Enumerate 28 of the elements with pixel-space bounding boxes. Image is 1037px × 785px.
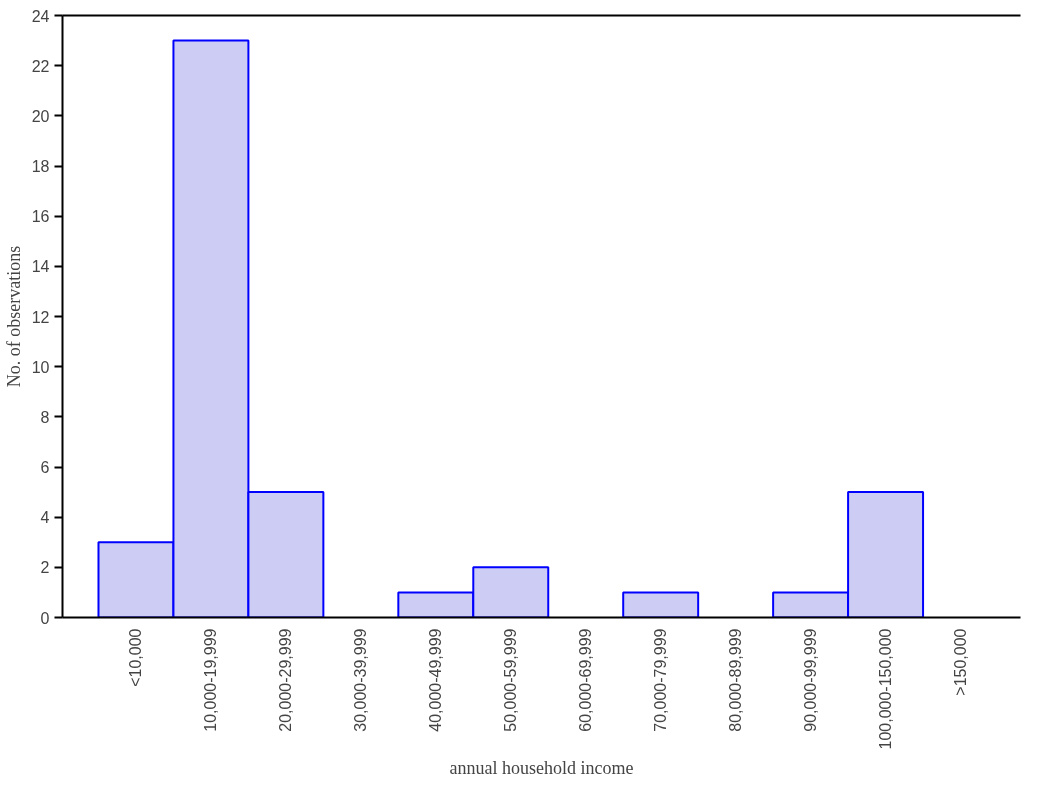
y-tick-label: 22 [31,57,50,75]
x-tick-label: 70,000-79,999 [652,628,670,732]
x-tick-label: 80,000-89,999 [727,628,745,732]
x-tick-label: 50,000-59,999 [502,628,520,732]
y-tick-label: 20 [31,107,50,125]
x-tick-label: 60,000-69,999 [577,628,595,732]
y-tick-label: 0 [40,609,50,627]
y-tick-label: 8 [40,408,50,426]
y-tick-label: 4 [40,509,50,527]
x-tick-label: 100,000-150,000 [877,628,895,750]
x-tick-label: 30,000-39,999 [352,628,370,732]
x-tick-label: 90,000-99,999 [802,628,820,732]
y-tick-label: 24 [31,7,50,25]
bar [622,591,700,618]
y-tick-label: 6 [40,459,50,476]
x-axis-title: annual household income [449,757,634,778]
y-axis-title: No. of observations [3,245,24,388]
y-tick-label: 14 [31,258,50,276]
y-tick-label: 2 [40,559,50,577]
x-tick-label: 20,000-29,999 [277,628,295,732]
x-tick-label: <10,000 [127,628,145,687]
x-tick-label: 10,000-19,999 [202,628,220,732]
y-tick-label: 16 [31,208,50,226]
x-tick-label: >150,000 [952,628,970,696]
y-tick-label: 12 [31,308,50,326]
y-tick-label: 10 [31,358,50,376]
y-tick-label: 18 [31,158,50,175]
x-tick-label: 40,000-49,999 [427,628,445,732]
